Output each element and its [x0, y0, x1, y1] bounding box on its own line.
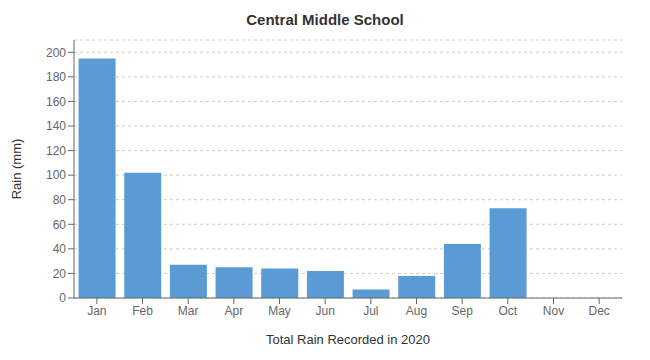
- svg-text:20: 20: [53, 267, 67, 281]
- svg-text:Jul: Jul: [363, 304, 378, 318]
- svg-text:Rain (mm): Rain (mm): [9, 139, 24, 200]
- svg-text:Apr: Apr: [224, 304, 243, 318]
- svg-text:Sep: Sep: [451, 304, 473, 318]
- svg-text:120: 120: [46, 144, 66, 158]
- svg-text:Dec: Dec: [588, 304, 609, 318]
- svg-text:Aug: Aug: [406, 304, 427, 318]
- svg-text:Jun: Jun: [315, 304, 334, 318]
- svg-text:Mar: Mar: [178, 304, 199, 318]
- svg-text:Nov: Nov: [543, 304, 564, 318]
- svg-text:Jan: Jan: [87, 304, 106, 318]
- svg-text:0: 0: [59, 291, 66, 305]
- svg-text:May: May: [268, 304, 291, 318]
- svg-text:40: 40: [53, 242, 67, 256]
- html-text:Central Middle School: Central Middle School: [246, 11, 404, 28]
- svg-text:140: 140: [46, 119, 66, 133]
- svg-text:180: 180: [46, 70, 66, 84]
- svg-text:60: 60: [53, 218, 67, 232]
- svg-text:160: 160: [46, 95, 66, 109]
- svg-text:200: 200: [46, 46, 66, 60]
- svg-text:Feb: Feb: [132, 304, 153, 318]
- svg-text:Total Rain Recorded in 2020: Total Rain Recorded in 2020: [266, 332, 430, 347]
- svg-text:Oct: Oct: [498, 304, 517, 318]
- svg-text:100: 100: [46, 168, 66, 182]
- svg-text:80: 80: [53, 193, 67, 207]
